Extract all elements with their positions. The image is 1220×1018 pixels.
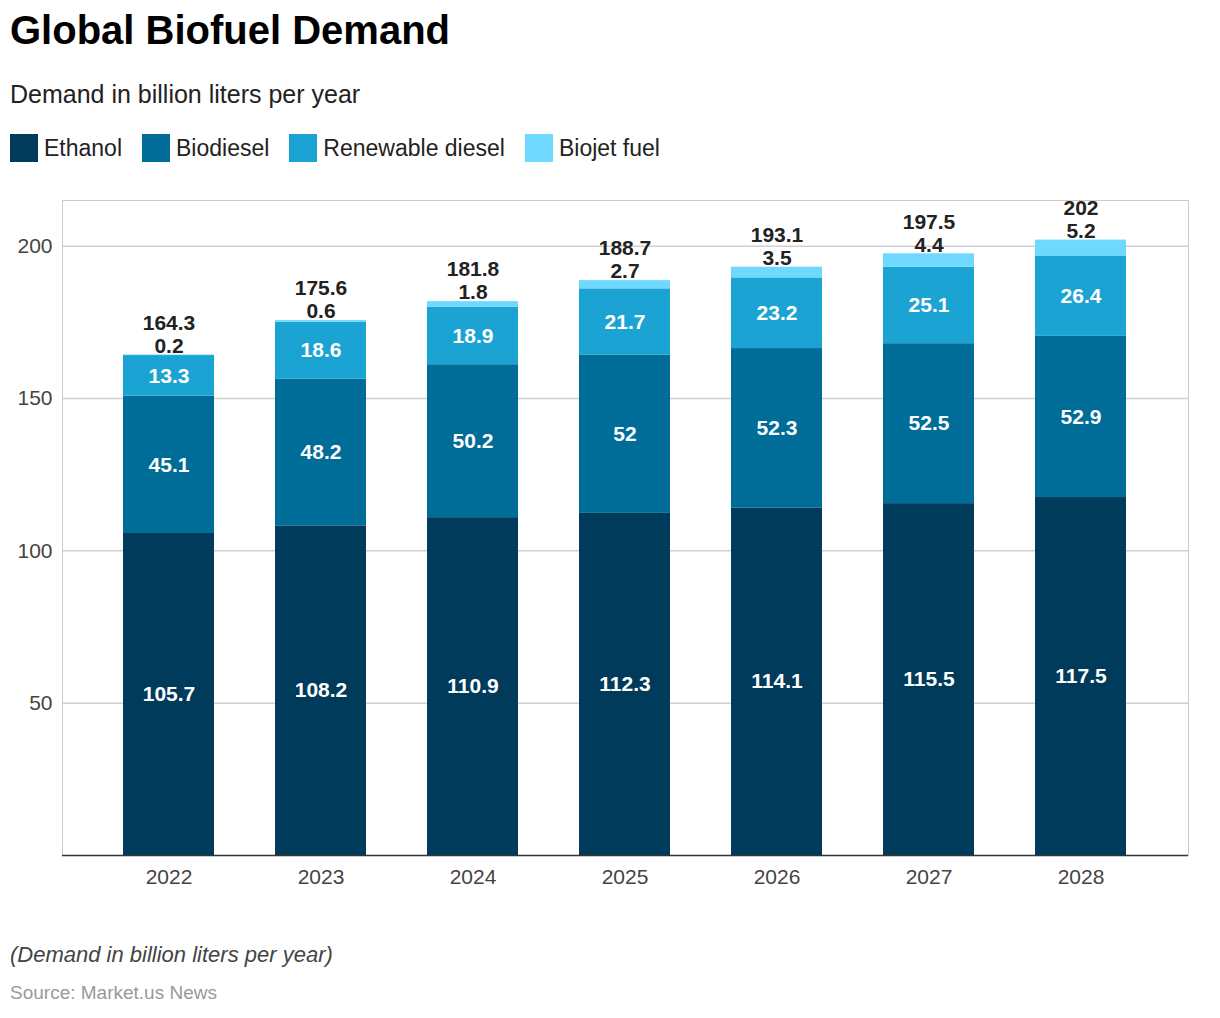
- svg-text:18.6: 18.6: [301, 338, 342, 361]
- svg-text:181.8: 181.8: [447, 257, 500, 280]
- svg-text:110.9: 110.9: [447, 674, 498, 697]
- svg-text:2024: 2024: [450, 865, 497, 888]
- svg-text:193.1: 193.1: [751, 223, 804, 246]
- svg-text:117.5: 117.5: [1055, 664, 1107, 687]
- svg-text:2026: 2026: [754, 865, 801, 888]
- svg-text:18.9: 18.9: [453, 324, 494, 347]
- svg-text:2023: 2023: [298, 865, 345, 888]
- html-text:Biodiesel: Biodiesel: [176, 134, 270, 161]
- svg-text:150: 150: [17, 386, 52, 409]
- svg-text:5.2: 5.2: [1066, 219, 1095, 242]
- svg-text:4.4: 4.4: [914, 233, 944, 256]
- html-text:Source: Market.us News: Source: Market.us News: [10, 982, 217, 1003]
- svg-text:45.1: 45.1: [149, 453, 190, 476]
- svg-text:2027: 2027: [906, 865, 953, 888]
- svg-text:21.7: 21.7: [605, 310, 646, 333]
- svg-text:202: 202: [1063, 196, 1098, 219]
- svg-text:115.5: 115.5: [903, 667, 955, 690]
- svg-text:2028: 2028: [1058, 865, 1105, 888]
- svg-text:2.7: 2.7: [610, 259, 639, 282]
- svg-text:0.6: 0.6: [306, 299, 335, 322]
- svg-text:23.2: 23.2: [757, 301, 798, 324]
- svg-text:112.3: 112.3: [599, 672, 650, 695]
- svg-text:108.2: 108.2: [295, 678, 348, 701]
- html-text:Renewable diesel: Renewable diesel: [323, 134, 505, 161]
- svg-text:50: 50: [29, 691, 52, 714]
- html-text:Ethanol: Ethanol: [44, 134, 122, 161]
- svg-text:3.5: 3.5: [762, 246, 792, 269]
- svg-text:188.7: 188.7: [599, 236, 652, 259]
- svg-text:13.3: 13.3: [149, 364, 190, 387]
- html-text:(Demand in billion liters per: (Demand in billion liters per year): [10, 942, 333, 967]
- svg-text:100: 100: [17, 539, 52, 562]
- html-text:Global Biofuel Demand: Global Biofuel Demand: [10, 8, 450, 52]
- svg-text:105.7: 105.7: [143, 682, 196, 705]
- svg-text:175.6: 175.6: [295, 276, 348, 299]
- svg-text:197.5: 197.5: [903, 210, 956, 233]
- svg-text:2025: 2025: [602, 865, 649, 888]
- svg-text:1.8: 1.8: [458, 280, 488, 303]
- svg-text:26.4: 26.4: [1061, 284, 1102, 307]
- svg-text:25.1: 25.1: [909, 293, 950, 316]
- svg-text:52.3: 52.3: [757, 416, 798, 439]
- svg-text:0.2: 0.2: [154, 334, 183, 357]
- svg-text:48.2: 48.2: [301, 440, 342, 463]
- svg-text:52: 52: [613, 422, 636, 445]
- svg-text:52.5: 52.5: [909, 411, 950, 434]
- html-text:Biojet fuel: Biojet fuel: [558, 134, 660, 161]
- svg-text:2022: 2022: [146, 865, 193, 888]
- svg-text:164.3: 164.3: [143, 311, 196, 334]
- html-text:Demand in billion liters per y: Demand in billion liters per year: [10, 80, 361, 108]
- svg-text:50.2: 50.2: [453, 429, 494, 452]
- svg-text:200: 200: [17, 234, 52, 257]
- svg-text:114.1: 114.1: [751, 669, 803, 692]
- svg-text:52.9: 52.9: [1061, 405, 1102, 428]
